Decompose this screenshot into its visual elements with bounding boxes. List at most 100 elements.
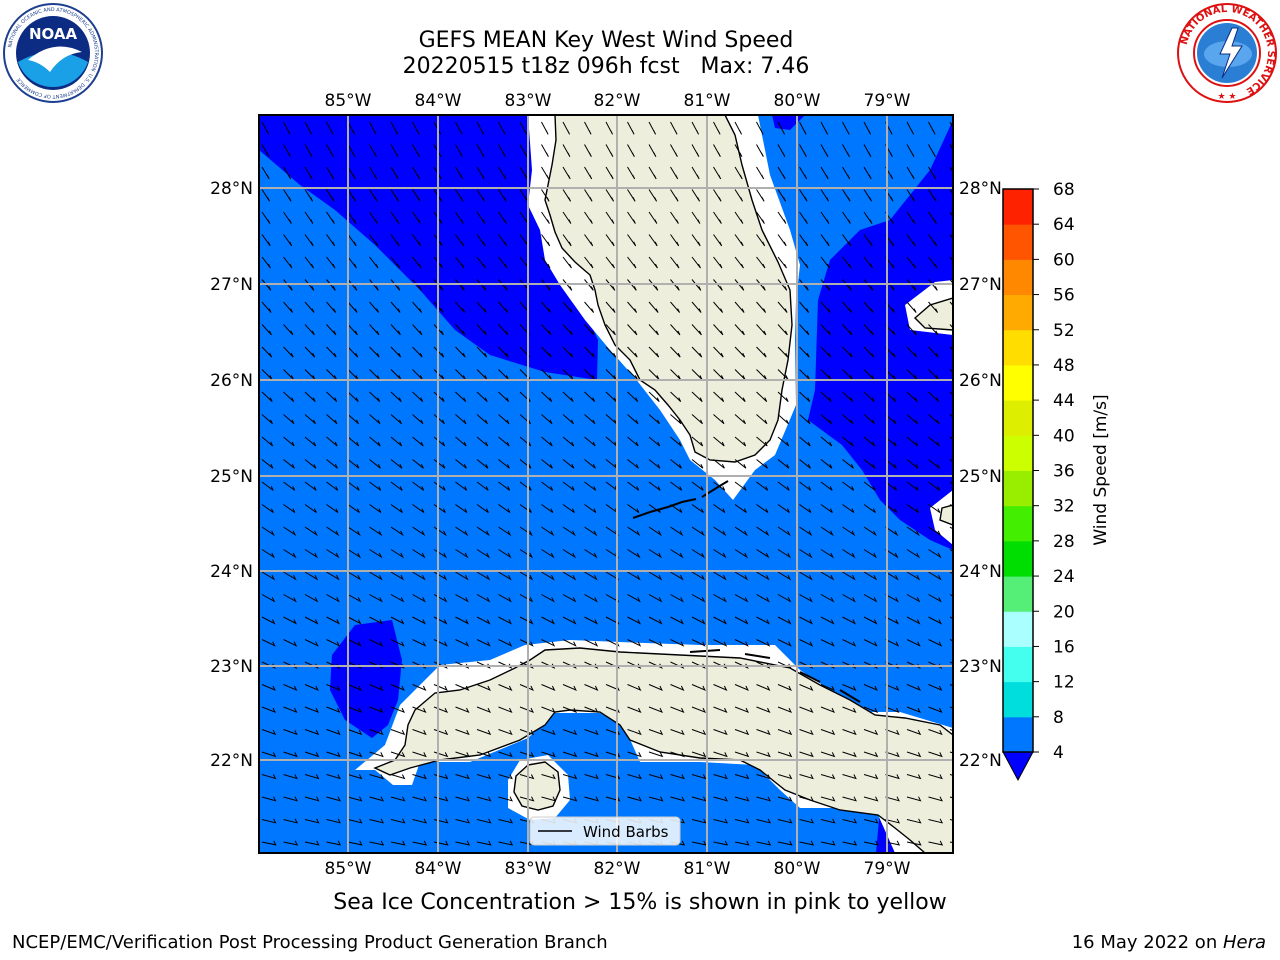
wind-barb (562, 729, 578, 736)
wind-barb (906, 459, 919, 469)
wind-barb (498, 549, 512, 559)
wind-barb (283, 796, 298, 802)
wind-barb (412, 414, 424, 425)
wind-barb (777, 189, 787, 202)
wind-barb (562, 706, 578, 714)
wind-barb (648, 594, 663, 603)
wind-barb (498, 818, 514, 824)
wind-barb (369, 639, 384, 647)
wind-barb (842, 796, 857, 802)
wind-barb (885, 414, 897, 425)
wind-barb (906, 391, 918, 402)
wind-barb (541, 571, 555, 581)
wind-barb (261, 301, 272, 313)
wind-barb (820, 840, 836, 846)
colorbar-band (1003, 681, 1033, 718)
wind-barb (541, 751, 556, 758)
lon-label: 84°W (415, 859, 462, 879)
wind-barb (562, 189, 572, 202)
wind-barb (347, 391, 359, 402)
wind-barb (326, 391, 338, 402)
wind-barb (756, 594, 770, 603)
wind-barb (476, 616, 491, 625)
lon-label: 85°W (325, 859, 372, 879)
colorbar-tick-label: 12 (1053, 673, 1075, 693)
wind-barb (777, 211, 787, 224)
wind-barb (713, 144, 721, 157)
wind-barb (519, 751, 535, 758)
wind-barb (519, 526, 533, 537)
wind-barb (928, 189, 937, 202)
wind-barb (670, 774, 685, 780)
wind-barb (369, 616, 384, 625)
wind-barb (648, 166, 657, 180)
wind-barb (584, 751, 599, 758)
wind-barb (433, 211, 443, 224)
wind-barb (691, 616, 706, 625)
wind-barb (842, 706, 857, 714)
wind-barb (885, 436, 897, 447)
bahamas-south-land (939, 504, 953, 526)
wind-barb (541, 166, 550, 180)
wind-barb (584, 144, 592, 157)
wind-barb (777, 729, 793, 736)
wind-barb (584, 774, 599, 780)
wind-barb (885, 549, 899, 559)
wind-barb (648, 706, 664, 714)
wind-barb (842, 211, 851, 224)
wind-barb (648, 616, 663, 625)
wind-barb (562, 639, 577, 647)
wind-barb (390, 684, 405, 691)
wind-barb (541, 189, 550, 202)
wind-barb (691, 391, 703, 402)
wind-barb (304, 729, 320, 736)
wind-barb (261, 144, 270, 157)
wind-barb (369, 549, 383, 559)
wind-barb (519, 549, 534, 559)
wind-barb (498, 166, 507, 180)
wind-barb (906, 436, 919, 447)
wind-barb (283, 549, 297, 559)
lat-label: 22°N (210, 751, 253, 771)
wind-barb (734, 571, 749, 581)
wind-barb (627, 211, 636, 224)
wind-barb (734, 234, 744, 247)
wind-barb (283, 346, 294, 358)
wind-barb (777, 571, 792, 581)
wind-barb (261, 774, 277, 780)
wind-barb (476, 481, 489, 491)
wind-barb (412, 594, 426, 603)
wind-barb (734, 684, 749, 691)
wind-barb (756, 256, 766, 269)
wind-barb (519, 616, 534, 625)
wind-barb (455, 144, 463, 157)
wind-barb (863, 256, 873, 269)
wind-barb (541, 774, 556, 780)
wind-barb (627, 234, 637, 247)
wind-barb (605, 346, 617, 358)
wind-barb (476, 211, 486, 224)
wind-barb (691, 706, 707, 714)
colorbar-tick-label: 28 (1053, 532, 1075, 552)
wind-barb (455, 189, 464, 202)
wind-barb (691, 481, 704, 491)
map-area[interactable]: Wind Barbs (259, 115, 964, 853)
wind-barb (928, 504, 941, 514)
wind-barb (627, 549, 641, 559)
wind-barb (541, 414, 553, 425)
wind-barb (584, 706, 599, 714)
colorbar-tick-label: 20 (1053, 602, 1075, 622)
wind-barb (347, 774, 363, 780)
wind-barb (304, 234, 314, 247)
wind-barb (713, 234, 723, 247)
wind-barb (326, 840, 342, 846)
wind-barb (412, 346, 423, 358)
wind-barb (304, 526, 318, 537)
wind-barb (390, 166, 399, 180)
wind-barb (347, 526, 361, 537)
wind-barb (584, 346, 595, 358)
wind-barb (476, 706, 492, 714)
colorbar-band (1003, 435, 1033, 471)
wind-barb (928, 144, 936, 157)
wind-barb (584, 684, 599, 691)
